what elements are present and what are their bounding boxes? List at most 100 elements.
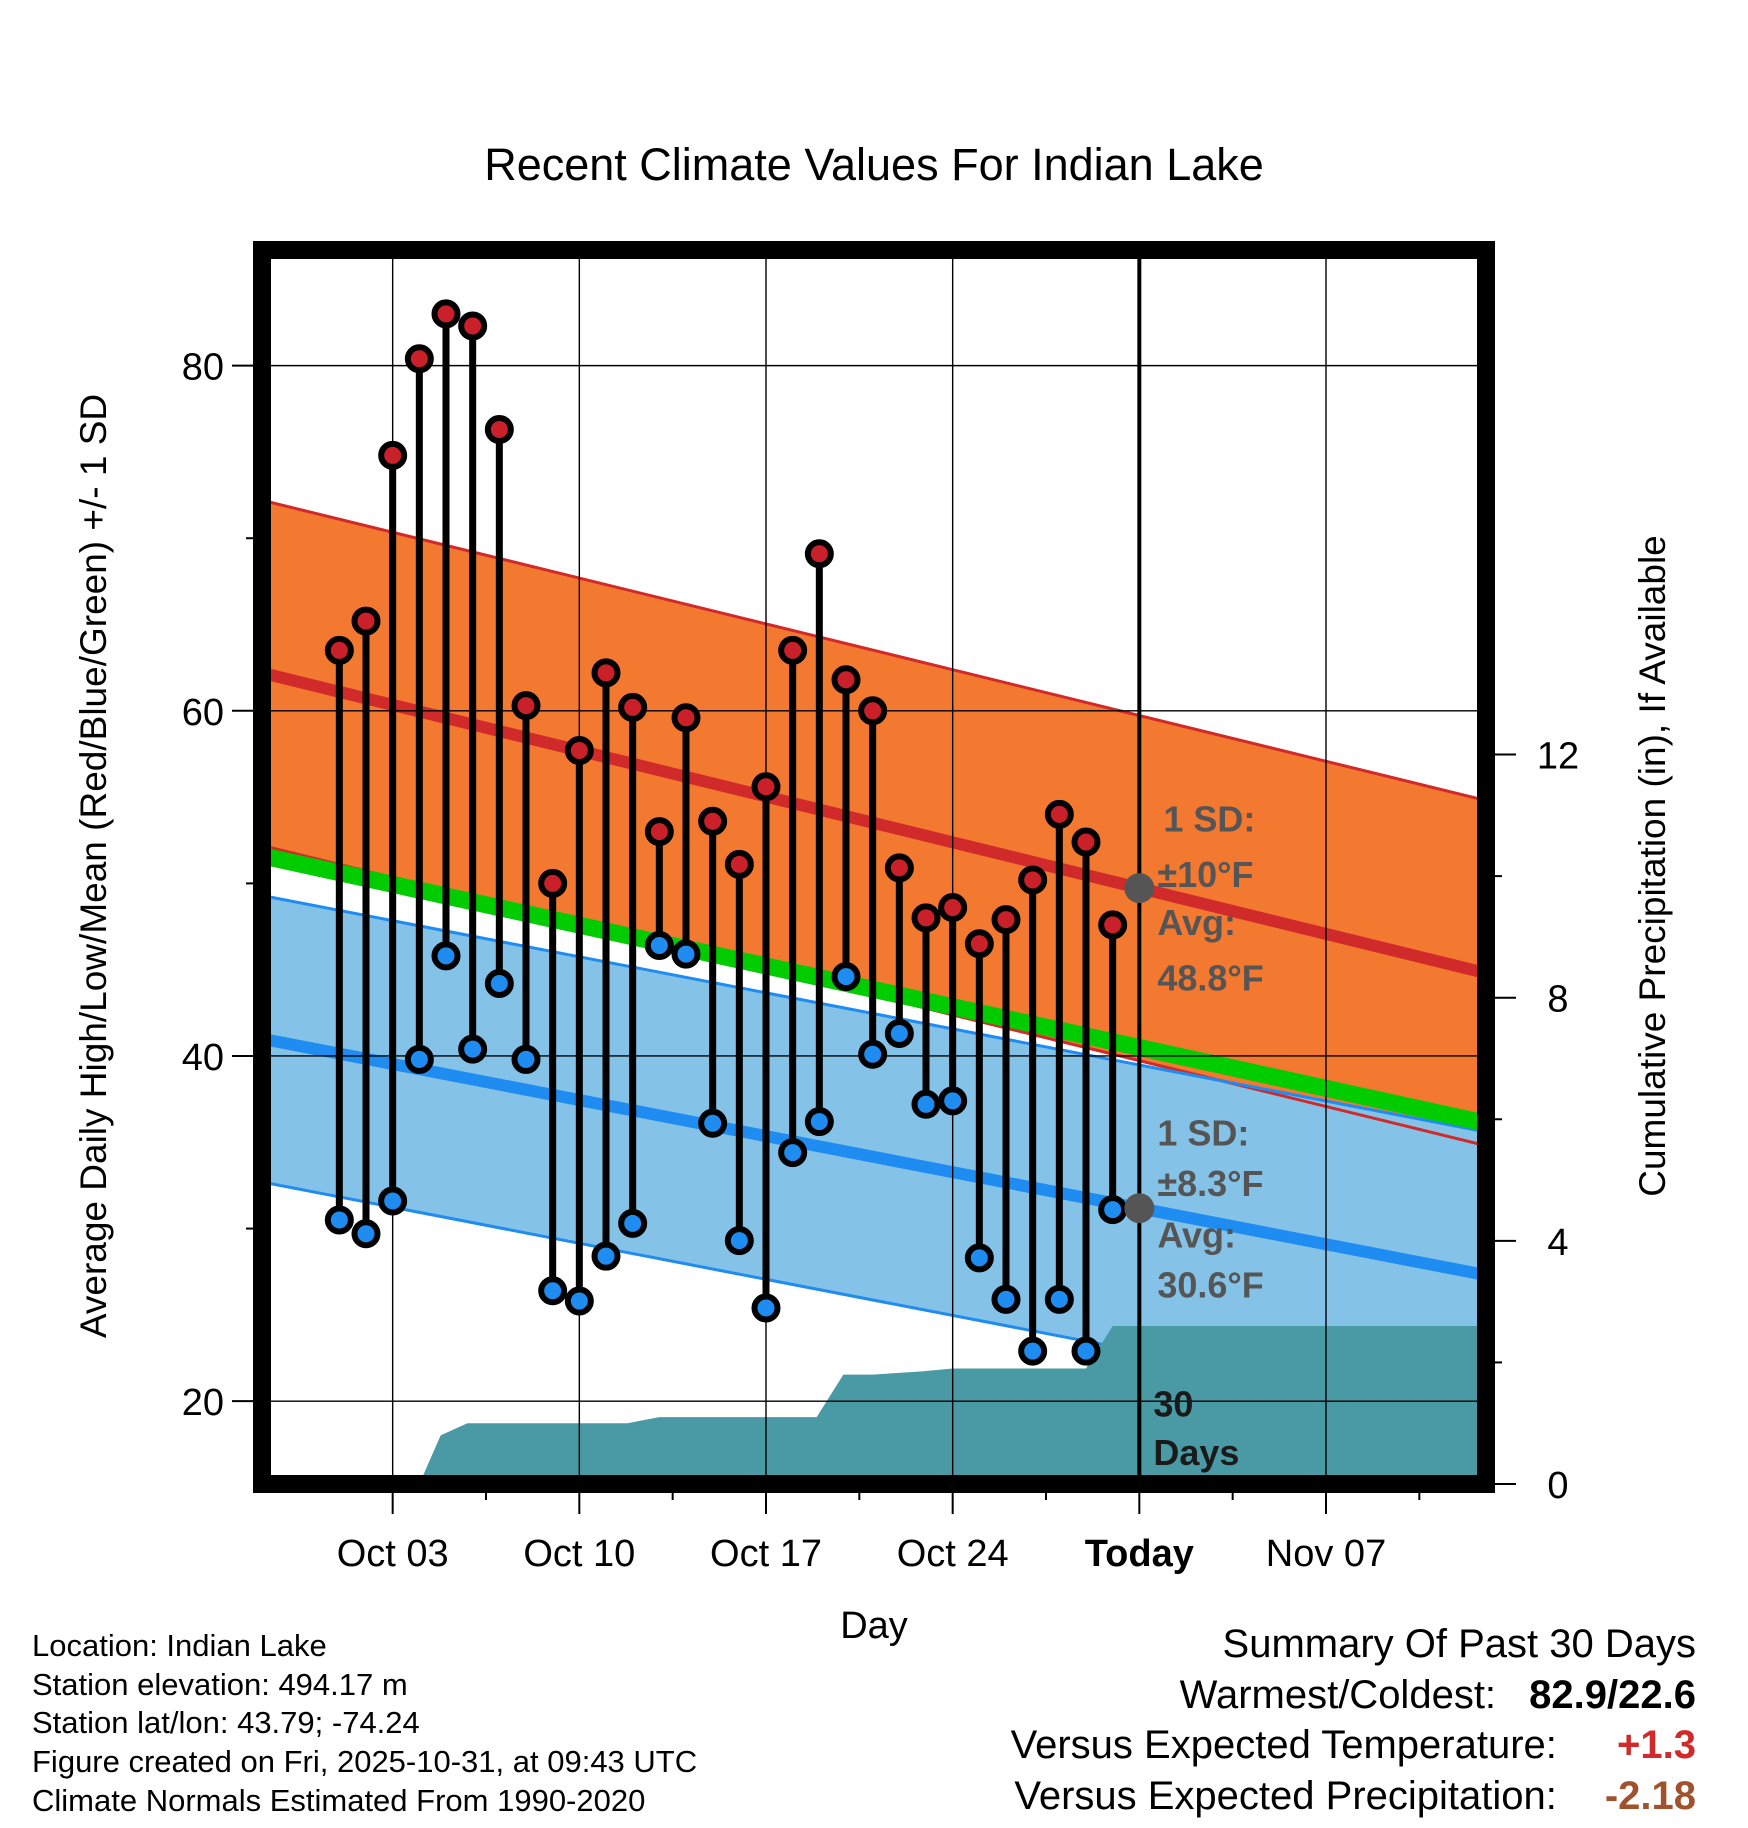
high-point [591, 658, 621, 688]
low-point [778, 1138, 808, 1168]
y2-tick-label: 0 [1547, 1465, 1568, 1507]
high-band-upper-edge [262, 498, 1486, 803]
daily-range-stems [335, 313, 1117, 1352]
y2-tick-label: 4 [1547, 1222, 1568, 1264]
days-annotation-line1: 30 [1153, 1384, 1193, 1425]
high-point [804, 539, 834, 569]
low-point [698, 1108, 728, 1138]
footer-normals: Climate Normals Estimated From 1990-2020 [32, 1783, 646, 1818]
low-point [644, 931, 674, 961]
low-point [911, 1089, 941, 1119]
high-point [564, 736, 594, 766]
high-point [484, 414, 514, 444]
low-avg-annotation-line2: 30.6°F [1157, 1265, 1263, 1306]
summary-precip-row: Versus Expected Precipitation: -2.18 [1014, 1774, 1696, 1819]
high-point [431, 299, 461, 329]
y-tick-label: 60 [182, 692, 224, 734]
low-point [458, 1034, 488, 1064]
high-point [404, 344, 434, 374]
high-point [698, 806, 728, 836]
high-point [778, 635, 808, 665]
footer-location: Location: Indian Lake [32, 1628, 327, 1663]
low-point [724, 1226, 754, 1256]
normal-low-line [262, 1032, 1486, 1282]
footer-created: Figure created on Fri, 2025-10-31, at 09… [32, 1744, 698, 1779]
y-tick-label: 80 [182, 347, 224, 389]
y2-tick-label: 8 [1547, 979, 1568, 1021]
low-point [378, 1186, 408, 1216]
axes: 20 40 60 80 0 4 8 12 Oct 03 Oct 10 Oct 17 Oct 24 Tod… [182, 347, 1579, 1575]
high-point [1098, 910, 1128, 940]
high-point [1071, 827, 1101, 857]
high-point [724, 849, 754, 879]
footer-elevation: Station elevation: 494.17 m [32, 1667, 408, 1702]
low-point [751, 1293, 781, 1323]
summary-warmest-row: Warmest/Coldest: 82.9/22.6 [1180, 1673, 1696, 1718]
y2-tick-label: 12 [1537, 736, 1579, 778]
high-point [964, 929, 994, 959]
x-tick-label: Oct 24 [897, 1533, 1009, 1575]
low-point [858, 1039, 888, 1069]
x-tick-label: Today [1085, 1533, 1194, 1575]
y-tick-label: 40 [182, 1037, 224, 1079]
daily-temperature-points [324, 299, 1128, 1366]
low-point [511, 1044, 541, 1074]
high-point [458, 311, 488, 341]
low-point [324, 1205, 354, 1235]
low-point [351, 1219, 381, 1249]
low-point [1044, 1284, 1074, 1314]
high-point [671, 703, 701, 733]
high-point [858, 696, 888, 726]
high-point [324, 635, 354, 665]
high-point [751, 772, 781, 802]
summary-title: Summary Of Past 30 Days [1222, 1622, 1696, 1666]
low-point [938, 1086, 968, 1116]
high-point [378, 440, 408, 470]
low-sd-annotation-line1: 1 SD: [1157, 1113, 1249, 1154]
today-normal-low-dot [1124, 1193, 1155, 1224]
summary-temp-value: +1.3 [1617, 1723, 1696, 1767]
low-point [991, 1284, 1021, 1314]
high-sd-annotation-line1: 1 SD: [1163, 799, 1255, 840]
high-point [991, 905, 1021, 935]
low-point [538, 1276, 568, 1306]
low-point [804, 1107, 834, 1137]
low-point [884, 1019, 914, 1049]
y-axis-label: Average Daily High/Low/Mean (Red/Blue/Gr… [73, 394, 114, 1338]
low-point [1098, 1195, 1128, 1225]
low-point [964, 1243, 994, 1273]
low-point [1071, 1336, 1101, 1366]
high-avg-annotation-line1: Avg: [1157, 902, 1236, 943]
high-sd-annotation-line2: ±10°F [1157, 854, 1253, 895]
x-tick-label: Oct 17 [710, 1533, 822, 1575]
x-tick-label: Nov 07 [1266, 1533, 1386, 1575]
high-point [938, 893, 968, 923]
normal-annotations: 1 SD: ±10°F Avg: 48.8°F 1 SD: ±8.3°F Avg: 30.6°… [1153, 799, 1263, 1473]
low-point [831, 962, 861, 992]
summary-warmest-label: Warmest/Coldest: [1179, 1673, 1497, 1717]
low-sd-annotation-line2: ±8.3°F [1157, 1163, 1263, 1204]
summary-temp-label: Versus Expected Temperature: [1010, 1723, 1557, 1767]
y-tick-label: 20 [182, 1382, 224, 1424]
high-point [511, 691, 541, 721]
plot-frame [253, 241, 1495, 1493]
low-point [591, 1241, 621, 1271]
high-point [911, 903, 941, 933]
high-point [644, 817, 674, 847]
x-axis-label: Day [840, 1605, 908, 1647]
high-point [884, 853, 914, 883]
low-point [431, 941, 461, 971]
low-point [618, 1208, 648, 1238]
high-point [618, 692, 648, 722]
high-point [831, 665, 861, 695]
low-point [671, 939, 701, 969]
low-point [484, 968, 514, 998]
high-point [538, 868, 568, 898]
summary-precip-label: Versus Expected Precipitation: [1014, 1774, 1557, 1818]
low-point [564, 1286, 594, 1316]
x-tick-label: Oct 10 [523, 1533, 635, 1575]
summary-warmest-value: 82.9/22.6 [1529, 1673, 1696, 1717]
days-annotation-line2: Days [1153, 1432, 1239, 1473]
summary-precip-value: -2.18 [1604, 1774, 1696, 1818]
